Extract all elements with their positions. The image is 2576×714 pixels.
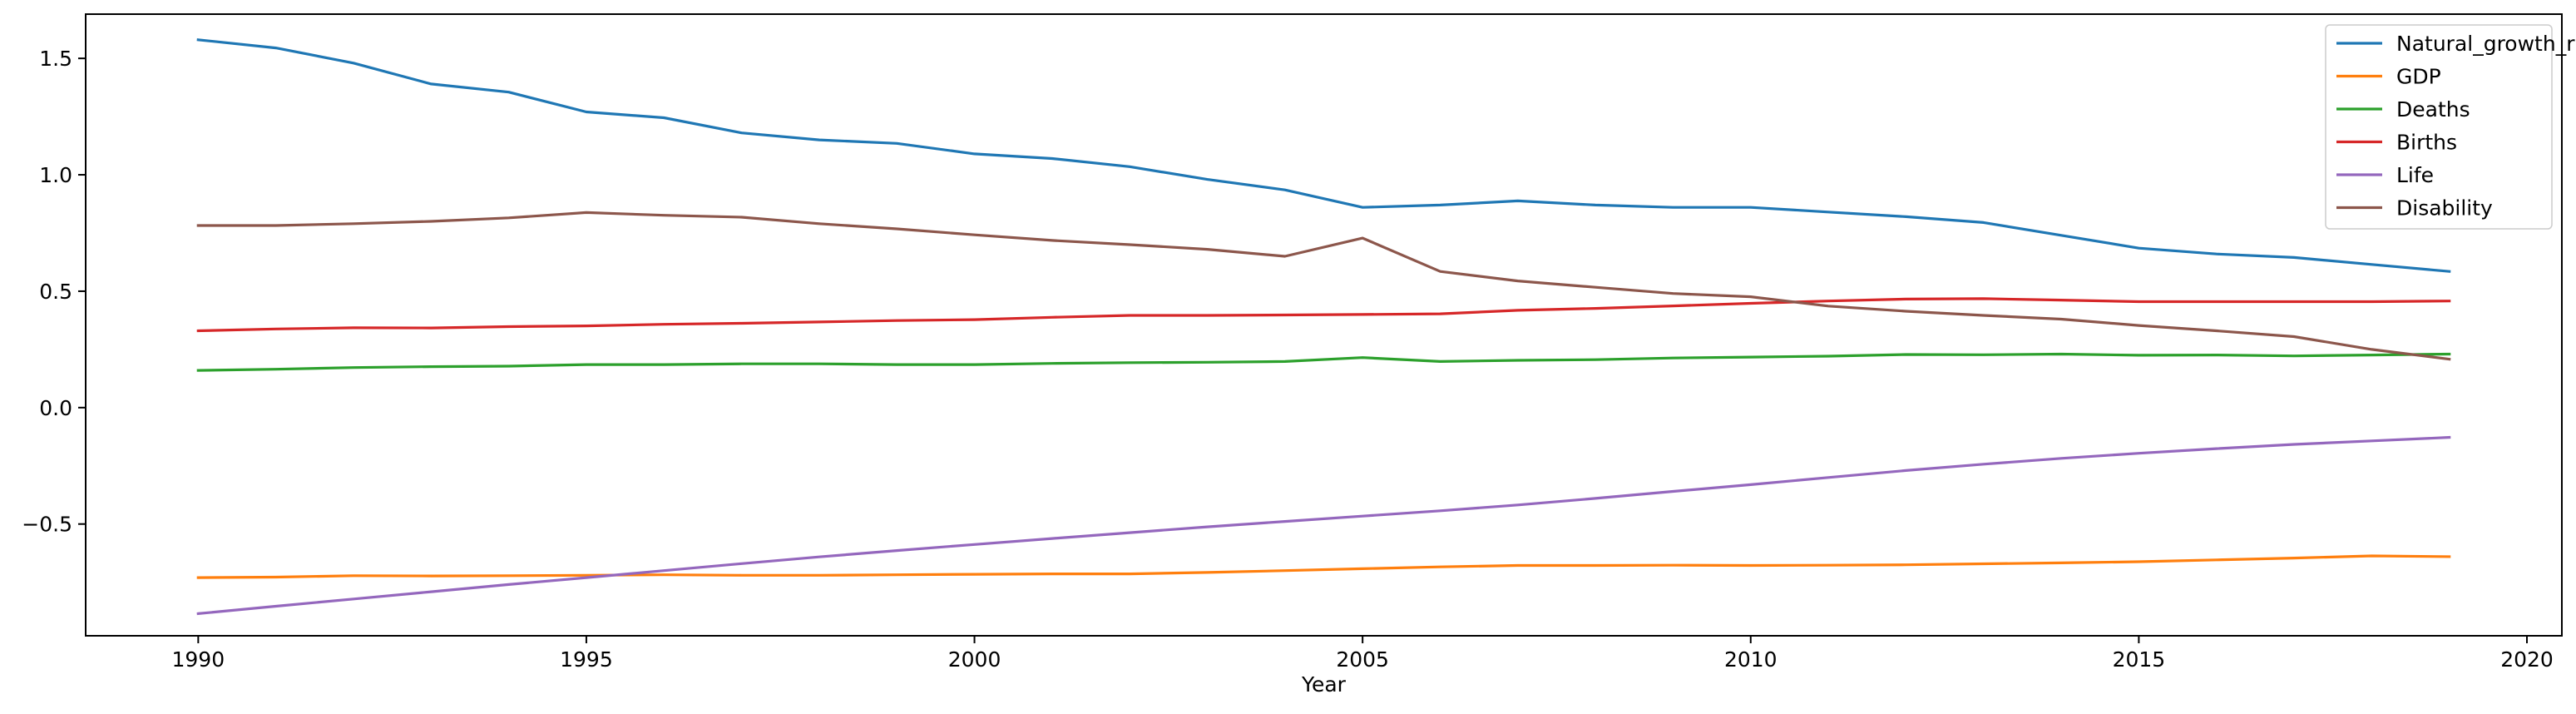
y-tick-label: 0.0	[39, 396, 72, 420]
series-line-gdp	[196, 554, 2451, 579]
x-axis: 1990 1995 2000 2005 2010 2015 2020	[172, 636, 2554, 672]
y-axis: −0.5 0.0 0.5 1.0 1.5	[22, 47, 86, 537]
plot-area-frame	[85, 13, 2563, 637]
x-tick-label: 1995	[560, 647, 613, 672]
x-tick-label: 2010	[1724, 647, 1777, 672]
legend: Natural_growth_rate GDP Deaths Births Life Di…	[2325, 24, 2576, 230]
series-line-disability	[196, 211, 2451, 361]
legend-label: Disability	[2396, 196, 2493, 221]
series-line-deaths	[196, 352, 2451, 372]
x-tick-label: 2005	[1336, 647, 1389, 672]
series-line-births	[196, 297, 2451, 333]
x-tick-label: 2015	[2113, 647, 2166, 672]
y-tick-label: 0.5	[39, 280, 72, 304]
y-tick-label: −0.5	[22, 513, 72, 537]
legend-label: Life	[2396, 163, 2434, 187]
x-tick-label: 2020	[2500, 647, 2554, 672]
x-tick-label: 2000	[948, 647, 1001, 672]
series-line-life	[196, 435, 2451, 616]
series-line-natural-growth-rate	[196, 38, 2451, 273]
legend-label: Deaths	[2396, 97, 2470, 121]
x-tick-label: 1990	[172, 647, 225, 672]
legend-label: Natural_growth_rate	[2396, 32, 2576, 56]
legend-label: Births	[2396, 131, 2457, 155]
series-layer	[196, 38, 2451, 616]
y-tick-label: 1.0	[39, 163, 72, 187]
y-tick-label: 1.5	[39, 47, 72, 71]
legend-label: GDP	[2396, 65, 2441, 89]
x-axis-label: Year	[1301, 672, 1347, 697]
